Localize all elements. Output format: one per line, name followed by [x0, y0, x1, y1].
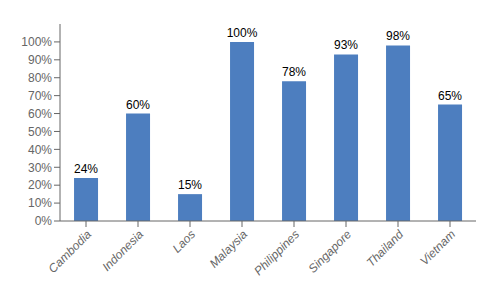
- svg-text:100%: 100%: [21, 35, 52, 49]
- svg-text:98%: 98%: [386, 29, 410, 43]
- svg-text:40%: 40%: [28, 143, 52, 157]
- svg-text:50%: 50%: [28, 125, 52, 139]
- svg-text:10%: 10%: [28, 196, 52, 210]
- svg-text:93%: 93%: [334, 38, 358, 52]
- svg-text:60%: 60%: [28, 107, 52, 121]
- svg-text:15%: 15%: [178, 178, 202, 192]
- svg-text:0%: 0%: [35, 214, 53, 228]
- svg-text:78%: 78%: [282, 65, 306, 79]
- svg-text:20%: 20%: [28, 178, 52, 192]
- svg-text:Philippines: Philippines: [251, 227, 302, 278]
- svg-text:Vietnam: Vietnam: [417, 227, 458, 268]
- svg-text:Malaysia: Malaysia: [207, 227, 251, 271]
- svg-text:Singapore: Singapore: [306, 227, 355, 276]
- svg-text:100%: 100%: [227, 26, 258, 40]
- svg-text:24%: 24%: [74, 162, 98, 176]
- svg-text:90%: 90%: [28, 53, 52, 67]
- svg-text:60%: 60%: [126, 98, 150, 112]
- svg-text:Indonesia: Indonesia: [99, 227, 146, 274]
- svg-text:Laos: Laos: [170, 227, 198, 255]
- svg-text:65%: 65%: [438, 89, 462, 103]
- svg-text:Cambodia: Cambodia: [46, 227, 95, 276]
- svg-text:70%: 70%: [28, 89, 52, 103]
- svg-text:Thailand: Thailand: [364, 227, 407, 270]
- svg-text:30%: 30%: [28, 161, 52, 175]
- svg-text:80%: 80%: [28, 71, 52, 85]
